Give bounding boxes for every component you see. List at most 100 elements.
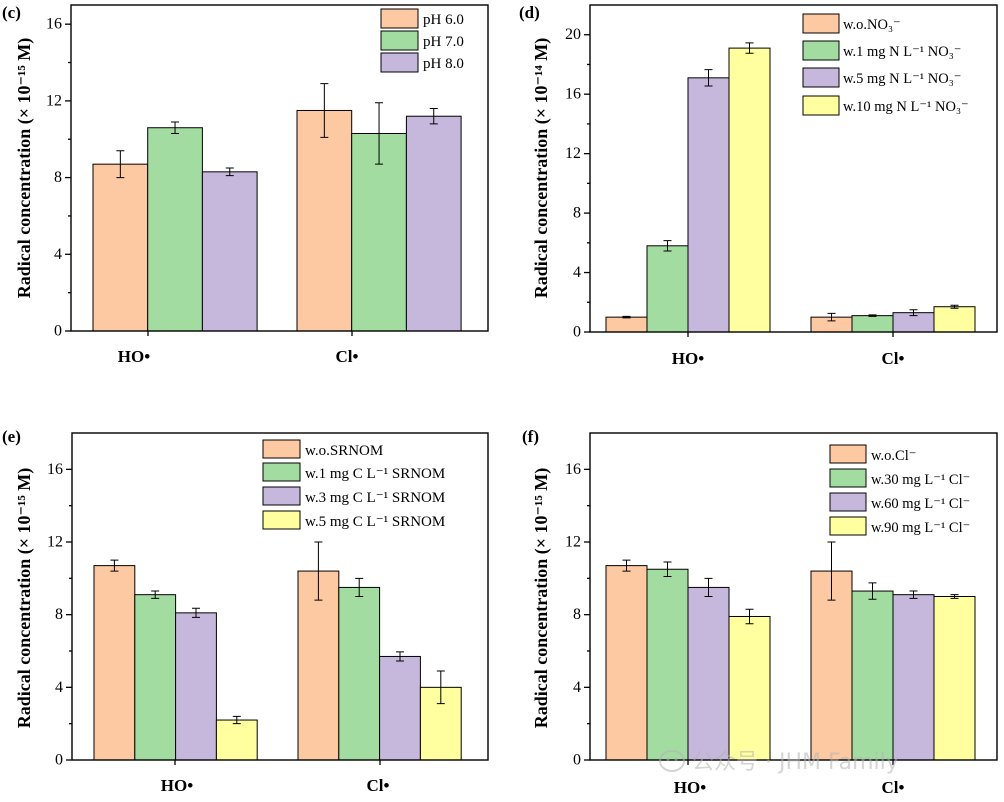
x-category-label: HO• <box>118 347 150 366</box>
legend-label: w.5 mg N L⁻¹ NO₃⁻ <box>843 71 961 87</box>
legend-swatch <box>262 462 301 482</box>
legend-item: pH 6.0 <box>380 8 464 29</box>
legend-label: pH 7.0 <box>423 34 464 50</box>
bar <box>851 315 894 333</box>
panel-label: (d) <box>519 3 540 22</box>
watermark-text: 公众号 · JHM Family <box>692 750 899 775</box>
x-category-label: Cl• <box>882 349 905 368</box>
legend-label: pH 6.0 <box>423 12 464 28</box>
legend-swatch <box>802 95 840 116</box>
y-tick-label: 8 <box>54 169 62 186</box>
legend-swatch <box>829 444 867 464</box>
error-bar <box>909 590 918 599</box>
legend-label: w.90 mg L⁻¹ Cl⁻ <box>871 520 970 536</box>
error-bars <box>622 541 959 625</box>
error-bar <box>622 315 631 319</box>
bar <box>646 568 689 761</box>
bar <box>296 109 353 332</box>
bar <box>351 132 407 332</box>
error-bar <box>171 121 180 134</box>
bars <box>92 109 462 332</box>
bars <box>605 565 976 761</box>
x-category-label: Cl• <box>367 776 390 795</box>
bar <box>687 586 730 761</box>
legend-swatch <box>802 40 840 61</box>
plot-frame <box>589 432 998 761</box>
y-tick-label: 12 <box>565 534 581 551</box>
y-tick-label: 12 <box>46 92 62 109</box>
panel-e: 0 4 8 12 16 (e) Radical concentration (× 10⁻… <box>2 427 489 795</box>
error-bar <box>868 582 877 600</box>
plot-frame <box>71 432 489 761</box>
panel-label: (e) <box>2 427 21 446</box>
plot-frame <box>589 4 998 333</box>
bar <box>175 612 217 761</box>
error-bar <box>704 577 713 597</box>
y-tick-label: 0 <box>573 752 581 769</box>
error-bar <box>868 314 877 317</box>
legend-label: w.60 mg L⁻¹ Cl⁻ <box>871 496 970 512</box>
bar <box>605 316 648 333</box>
y-tick-label: 16 <box>46 16 62 33</box>
legend-item: pH 7.0 <box>380 30 464 51</box>
y-tick-label: 16 <box>47 461 63 478</box>
error-bar <box>396 651 404 662</box>
y-tick-label: 8 <box>573 606 581 623</box>
panel-f: 0 4 8 12 16 (f) Radical concentration (× 10⁻… <box>522 427 998 797</box>
error-bar <box>436 670 445 705</box>
wechat-icon <box>659 750 685 772</box>
legend: w.o.SRNOM w.1 mg C L⁻¹ SRNOM w.3 mg C L⁻… <box>262 439 445 530</box>
watermark: 公众号 · JHM Family <box>659 750 899 775</box>
y-tick-label: 4 <box>573 679 581 696</box>
x-category-label: HO• <box>672 349 704 368</box>
bar <box>93 565 136 761</box>
y-axis-label: Radical concentration (× 10⁻¹⁵ M) <box>14 38 35 299</box>
legend-item: w.30 mg L⁻¹ Cl⁻ <box>829 468 970 488</box>
y-tick-label: 16 <box>565 86 581 103</box>
error-bar <box>745 608 754 625</box>
panel-d: 0 4 8 12 16 20 (d) Radical concentration (× 1… <box>519 3 998 368</box>
bars <box>605 47 976 333</box>
panel-label: (c) <box>2 3 21 22</box>
error-bar <box>192 607 200 618</box>
error-bar <box>320 83 329 138</box>
y-axis-label: Radical concentration (× 10⁻¹⁵ M) <box>531 468 552 729</box>
legend-swatch <box>262 486 301 506</box>
error-bar <box>663 561 672 578</box>
bar <box>379 655 421 761</box>
legend-item: w.o.SRNOM <box>262 439 383 459</box>
bar <box>92 163 149 332</box>
legend-label: w.1 mg C L⁻¹ SRNOM <box>305 466 445 482</box>
y-tick-label: 4 <box>54 246 62 263</box>
y-tick-label: 12 <box>565 145 581 162</box>
legend-swatch <box>802 67 840 88</box>
legend-item: w.3 mg C L⁻¹ SRNOM <box>262 486 445 506</box>
legend: w.o.NO₃⁻ w.1 mg N L⁻¹ NO₃⁻ w.5 mg N L⁻¹ … <box>802 13 969 116</box>
legend-label: pH 8.0 <box>423 56 464 72</box>
x-category-label: HO• <box>674 778 706 797</box>
bar <box>134 594 177 761</box>
bar <box>687 77 730 333</box>
error-bar <box>745 42 754 54</box>
error-bar <box>110 559 119 572</box>
y-tick-label: 0 <box>573 324 581 341</box>
bar <box>933 596 976 761</box>
bar <box>338 586 381 761</box>
error-bars <box>116 83 438 179</box>
error-bar <box>314 541 323 601</box>
x-category-label: Cl• <box>336 347 359 366</box>
error-bar <box>827 312 836 322</box>
error-bar <box>355 577 364 597</box>
error-bar <box>622 559 631 572</box>
legend-item: w.1 mg N L⁻¹ NO₃⁻ <box>802 40 961 61</box>
y-axis-label: Radical concentration (× 10⁻¹⁵ M) <box>14 468 35 729</box>
plot-area: 0 4 8 12 16 <box>565 432 998 769</box>
error-bar <box>950 594 959 599</box>
y-tick-label: 12 <box>47 534 63 551</box>
legend-item: w.10 mg N L⁻¹ NO₃⁻ <box>802 95 969 116</box>
error-bar <box>375 102 384 165</box>
legend-label: w.o.SRNOM <box>305 443 383 459</box>
legend-item: w.5 mg N L⁻¹ NO₃⁻ <box>802 67 961 88</box>
bar <box>728 615 771 761</box>
